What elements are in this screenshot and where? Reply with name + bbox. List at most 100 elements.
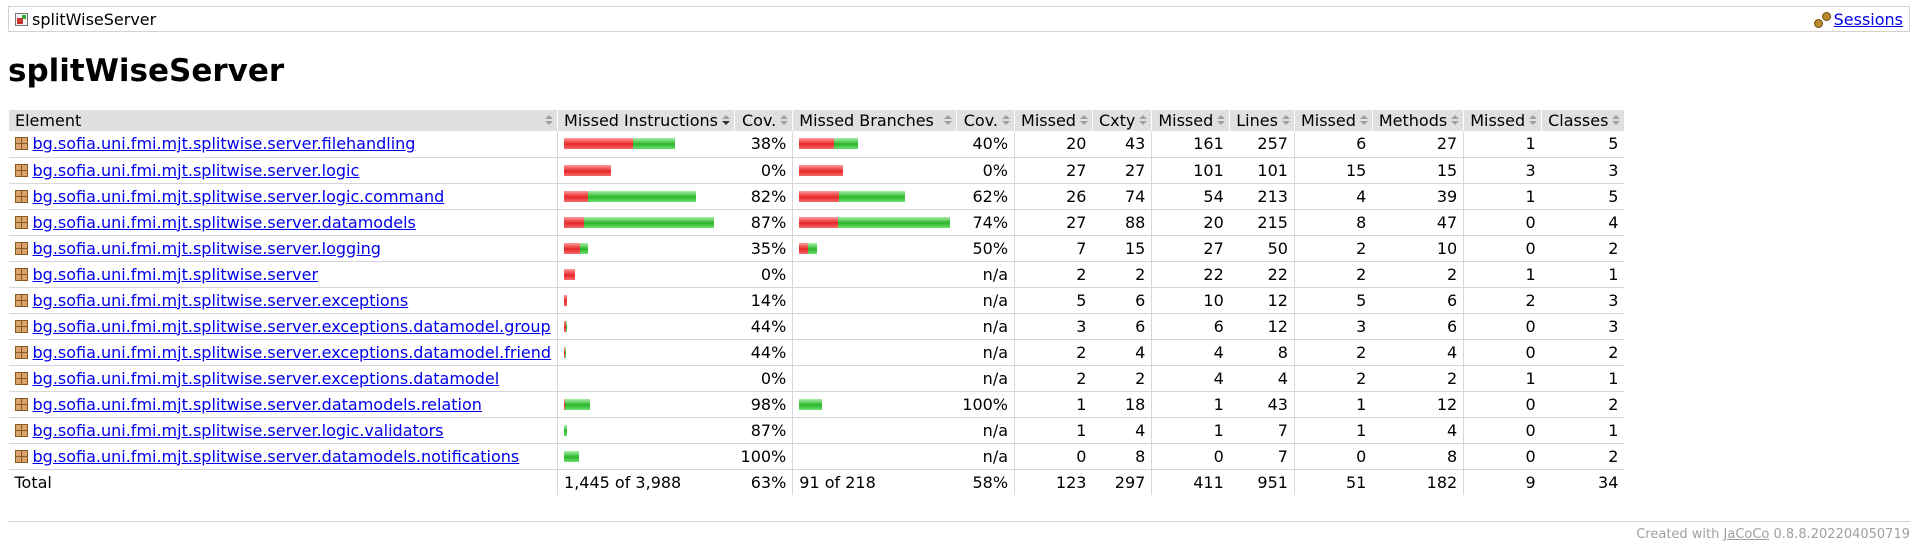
missed-instructions-cell: [557, 235, 735, 262]
table-row: bg.sofia.uni.fmi.mjt.splitwise.server.da…: [8, 209, 1625, 236]
sessions-icon[interactable]: [1813, 11, 1831, 28]
classes-total: 1: [1541, 261, 1625, 288]
branches-missed-bar: [799, 164, 844, 176]
element-wrapper: bg.sofia.uni.fmi.mjt.splitwise.server.ex…: [14, 342, 552, 362]
table-header-row: Element Missed Instructions Cov. Missed …: [7, 110, 1625, 131]
instruction-coverage: 100%: [734, 443, 793, 470]
instructions-missed-bar: [564, 268, 576, 280]
instruction-coverage: 38%: [734, 131, 793, 158]
table-row: bg.sofia.uni.fmi.mjt.splitwise.server.ex…: [8, 287, 1625, 314]
header-cxty[interactable]: Cxty: [1091, 110, 1152, 131]
total-row: Total 1,445 of 3,988 63% 91 of 218 58% 1…: [9, 469, 1625, 495]
missed-branches-cell: [792, 131, 957, 158]
package-link[interactable]: bg.sofia.uni.fmi.mjt.splitwise.server.ex…: [32, 368, 500, 388]
package-link[interactable]: bg.sofia.uni.fmi.mjt.splitwise.server: [32, 264, 319, 284]
package-link[interactable]: bg.sofia.uni.fmi.mjt.splitwise.server.ex…: [32, 290, 409, 310]
header-methods-missed[interactable]: Missed: [1293, 110, 1373, 131]
instructions-covered-bar: [564, 450, 580, 462]
package-link[interactable]: bg.sofia.uni.fmi.mjt.splitwise.server.lo…: [32, 238, 381, 258]
element-wrapper: bg.sofia.uni.fmi.mjt.splitwise.server.da…: [14, 446, 552, 466]
total-lines: 951: [1257, 472, 1288, 492]
branch-coverage: 100%: [956, 391, 1015, 418]
package-icon: [14, 371, 28, 385]
methods-missed: 8: [1293, 209, 1373, 236]
header-branch-cov[interactable]: Cov.: [955, 110, 1015, 131]
missed-instructions-cell: [557, 339, 735, 366]
package-link[interactable]: bg.sofia.uni.fmi.mjt.splitwise.server.da…: [32, 446, 520, 466]
methods-missed: 3: [1293, 313, 1373, 340]
instructions-missed-bar: [564, 216, 585, 228]
methods-total: 2: [1372, 261, 1464, 288]
header-classes-missed[interactable]: Missed: [1463, 110, 1542, 131]
table-row: bg.sofia.uni.fmi.mjt.splitwise.server.lo…: [8, 235, 1625, 262]
classes-missed: 1: [1463, 261, 1542, 288]
package-link[interactable]: bg.sofia.uni.fmi.mjt.splitwise.server.lo…: [32, 160, 360, 180]
instruction-coverage: 44%: [734, 339, 793, 366]
footer-version: 0.8.8.202204050719: [1769, 527, 1910, 542]
footer: Created with JaCoCo 0.8.8.202204050719: [1636, 527, 1910, 542]
branch-coverage: 0%: [956, 157, 1015, 184]
element-wrapper: bg.sofia.uni.fmi.mjt.splitwise.server.da…: [14, 394, 552, 414]
package-link[interactable]: bg.sofia.uni.fmi.mjt.splitwise.server.fi…: [32, 134, 416, 154]
header-lines-missed[interactable]: Missed: [1151, 110, 1230, 131]
missed-branches-cell: [792, 365, 957, 392]
classes-total: 2: [1541, 339, 1625, 366]
methods-missed: 1: [1293, 417, 1373, 444]
complexity-total: 6: [1092, 287, 1152, 314]
lines-total: 101: [1229, 157, 1295, 184]
branches-covered-bar: [838, 216, 951, 228]
methods-missed: 4: [1293, 183, 1373, 210]
missed-instructions-cell: [557, 287, 735, 314]
header-element[interactable]: Element: [7, 110, 558, 131]
instructions-covered-bar: [565, 398, 591, 410]
classes-total: 5: [1541, 131, 1625, 158]
complexity-total: 88: [1092, 209, 1152, 236]
instruction-coverage: 87%: [734, 417, 793, 444]
package-icon: [14, 189, 28, 203]
instructions-coverage-bar: [564, 373, 728, 384]
table-row: bg.sofia.uni.fmi.mjt.splitwise.server.ex…: [8, 339, 1625, 366]
lines-missed: 1: [1151, 391, 1230, 418]
instructions-covered-bar: [633, 138, 676, 150]
lines-total: 215: [1229, 209, 1295, 236]
package-link[interactable]: bg.sofia.uni.fmi.mjt.splitwise.server.da…: [32, 394, 482, 414]
table-row: bg.sofia.uni.fmi.mjt.splitwise.server.ex…: [8, 365, 1625, 392]
complexity-missed: 2: [1014, 339, 1093, 366]
header-missed-branches[interactable]: Missed Branches: [792, 110, 957, 131]
sessions-link-container[interactable]: Sessions: [1813, 10, 1903, 29]
package-icon: [14, 215, 28, 229]
sessions-link[interactable]: Sessions: [1833, 10, 1903, 29]
branches-missed-bar: [799, 216, 839, 228]
branches-coverage-bar: [799, 321, 950, 332]
header-instr-cov[interactable]: Cov.: [734, 110, 793, 131]
header-missed-instructions[interactable]: Missed Instructions: [557, 110, 735, 131]
classes-total: 3: [1541, 287, 1625, 314]
header-cxty-missed[interactable]: Missed: [1014, 110, 1093, 131]
jacoco-link[interactable]: JaCoCo: [1723, 527, 1770, 542]
lines-missed: 6: [1151, 313, 1230, 340]
element-cell: bg.sofia.uni.fmi.mjt.splitwise.server.lo…: [8, 157, 558, 184]
total-lines-missed: 411: [1151, 469, 1230, 495]
missed-instructions-cell: [557, 365, 735, 392]
header-classes[interactable]: Classes: [1541, 110, 1625, 131]
package-link[interactable]: bg.sofia.uni.fmi.mjt.splitwise.server.ex…: [32, 316, 551, 336]
package-link[interactable]: bg.sofia.uni.fmi.mjt.splitwise.server.da…: [32, 212, 416, 232]
total-methods-missed: 51: [1293, 469, 1373, 495]
element-wrapper: bg.sofia.uni.fmi.mjt.splitwise.server.ex…: [14, 368, 552, 388]
branches-coverage-bar: [799, 138, 950, 150]
package-link[interactable]: bg.sofia.uni.fmi.mjt.splitwise.server.lo…: [32, 186, 445, 206]
package-link[interactable]: bg.sofia.uni.fmi.mjt.splitwise.server.lo…: [32, 420, 444, 440]
instructions-missed-bar: [564, 190, 589, 202]
lines-missed: 161: [1151, 131, 1230, 158]
missed-branches-cell: [792, 157, 957, 184]
instructions-coverage-bar: [564, 294, 728, 306]
package-icon: [14, 293, 28, 307]
branches-covered-bar: [808, 242, 818, 254]
header-lines[interactable]: Lines: [1229, 110, 1295, 131]
instruction-coverage: 0%: [734, 157, 793, 184]
header-methods[interactable]: Methods: [1371, 110, 1464, 131]
classes-missed: 0: [1463, 313, 1542, 340]
package-icon: [14, 267, 28, 281]
package-link[interactable]: bg.sofia.uni.fmi.mjt.splitwise.server.ex…: [32, 342, 552, 362]
complexity-missed: 27: [1014, 157, 1093, 184]
